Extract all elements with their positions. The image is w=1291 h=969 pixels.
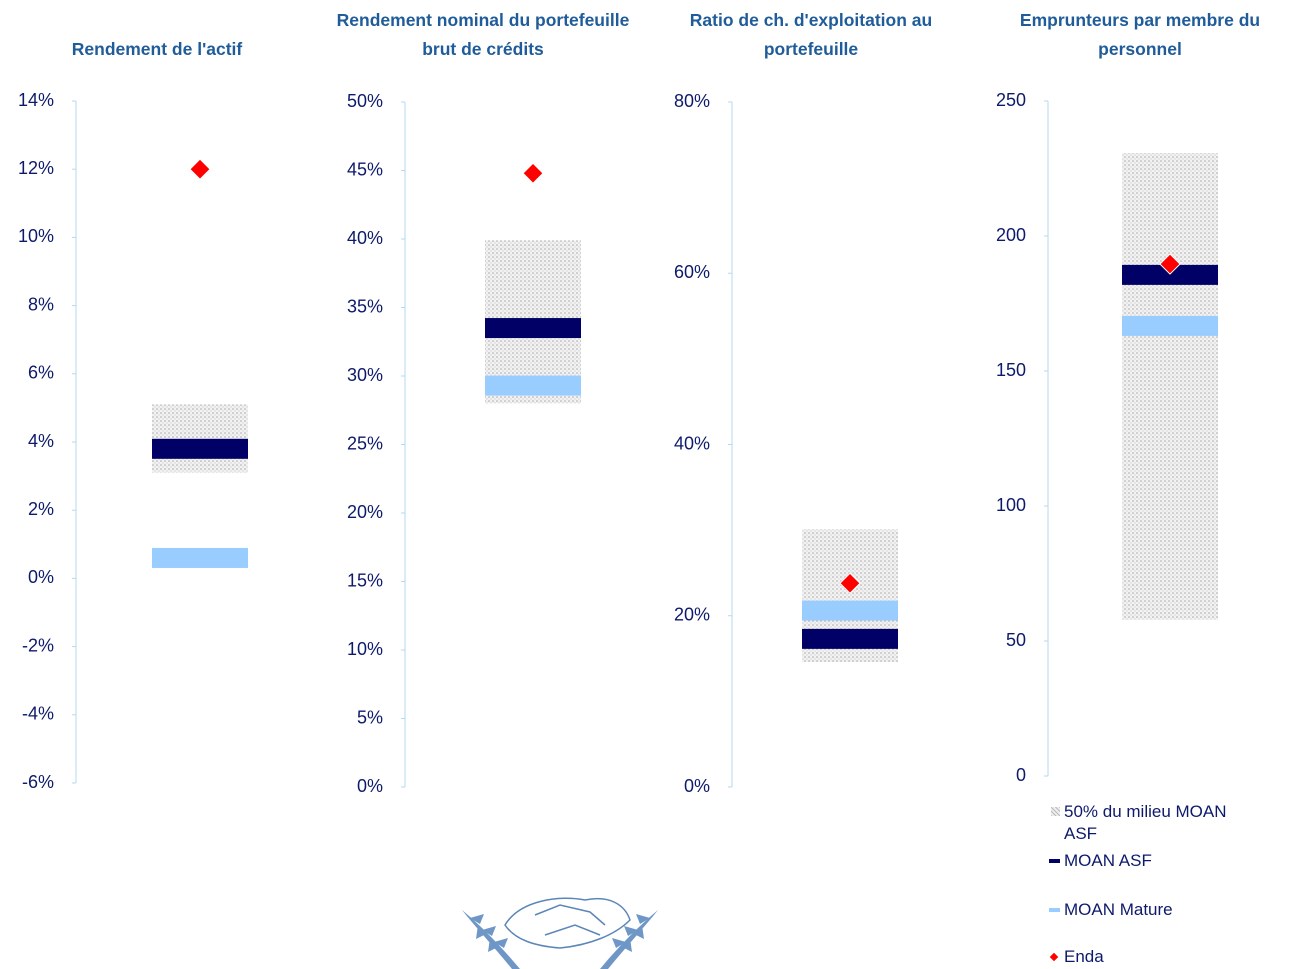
legend-item: Enda [1048, 946, 1263, 968]
benchmark-bar [152, 438, 248, 459]
benchmark-bar [1122, 315, 1218, 336]
legend-item: MOAN Mature [1048, 899, 1263, 921]
benchmark-bar [1122, 264, 1218, 285]
y-tick-label: -6% [22, 772, 54, 792]
y-tick-label: 100 [996, 495, 1026, 515]
chart-title: Rendement nominal du portefeuille brut d… [336, 10, 630, 59]
chart-title: Ratio de ch. d'exploitation au portefeui… [689, 10, 933, 59]
y-tick-label: 20% [347, 502, 383, 522]
benchmark-bar [152, 547, 248, 568]
legend-swatch [1049, 952, 1059, 962]
y-tick-label: 15% [347, 570, 383, 590]
y-tick-label: 50% [347, 91, 383, 111]
y-tick-label: 80% [674, 91, 710, 111]
y-tick-label: 40% [347, 228, 383, 248]
range-band [1122, 153, 1218, 620]
legend-label: Enda [1064, 947, 1104, 966]
benchmark-bar [802, 600, 898, 621]
enda-marker [1159, 253, 1181, 275]
y-tick-label: 250 [996, 90, 1026, 110]
enda-marker [839, 572, 861, 594]
y-tick-label: 40% [674, 433, 710, 453]
y-tick-label: 35% [347, 296, 383, 316]
y-tick-label: 45% [347, 159, 383, 179]
legend-swatch [1049, 859, 1060, 863]
y-tick-label: 10% [18, 226, 54, 246]
y-tick-label: 50 [1006, 630, 1026, 650]
legend-item: 50% du milieu MOAN ASF [1048, 801, 1263, 845]
enda-marker [522, 162, 544, 184]
y-tick-label: -2% [22, 635, 54, 655]
y-tick-label: 4% [28, 431, 54, 451]
y-tick-label: 30% [347, 365, 383, 385]
enda-marker [189, 158, 211, 180]
y-tick-label: 10% [347, 639, 383, 659]
legend-item: MOAN ASF [1048, 850, 1263, 872]
legend: 50% du milieu MOAN ASF MOAN ASF MOAN Matur… [1048, 801, 1263, 968]
y-tick-label: 2% [28, 499, 54, 519]
y-tick-label: -4% [22, 704, 54, 724]
legend-label: 50% du milieu MOAN ASF [1064, 802, 1227, 843]
y-tick-label: 6% [28, 363, 54, 383]
chart-title: Emprunteurs par membre du personnel [1019, 10, 1261, 59]
logo-wheat [462, 910, 658, 969]
legend-label: MOAN ASF [1064, 851, 1152, 870]
y-tick-label: 0% [684, 776, 710, 796]
y-tick-label: 8% [28, 294, 54, 314]
range-band [152, 404, 248, 473]
benchmark-bar [485, 318, 581, 339]
y-tick-label: 25% [347, 433, 383, 453]
y-tick-label: 200 [996, 225, 1026, 245]
benchmark-bar [485, 375, 581, 396]
y-tick-label: 14% [18, 90, 54, 110]
y-tick-label: 20% [674, 605, 710, 625]
chart-title: Rendement de l'actif [71, 39, 243, 59]
y-tick-label: 5% [357, 707, 383, 727]
legend-swatch [1051, 807, 1060, 816]
y-tick-label: 0% [357, 776, 383, 796]
benchmark-bar [802, 628, 898, 649]
y-tick-label: 0% [28, 567, 54, 587]
y-tick-label: 60% [674, 262, 710, 282]
y-tick-label: 0 [1016, 765, 1026, 785]
legend-swatch [1049, 908, 1060, 912]
y-tick-label: 150 [996, 360, 1026, 380]
logo [504, 897, 631, 949]
y-tick-label: 12% [18, 158, 54, 178]
legend-label: MOAN Mature [1064, 900, 1173, 919]
